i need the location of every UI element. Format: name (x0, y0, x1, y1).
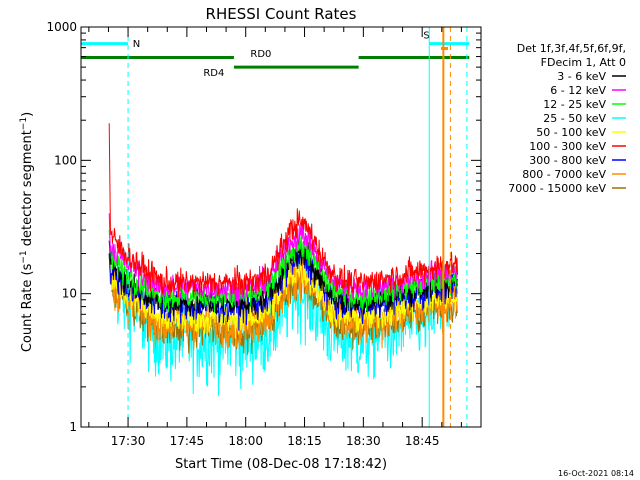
x-tick-label: 17:45 (170, 434, 205, 448)
timestamp: 16-Oct-2021 08:14 (558, 469, 634, 478)
y-axis-label: Count Rate (s−1 detector segment−1) (19, 112, 35, 352)
legend-header-line: Det 1f,3f,4f,5f,6f,9f, (517, 42, 626, 55)
flag-label-rd4: RD4 (203, 68, 224, 79)
flag-label-s: S (423, 30, 429, 41)
x-axis-label: Start Time (08-Dec-08 17:18:42) (175, 457, 387, 472)
x-tick-label: 18:00 (228, 434, 263, 448)
x-tick-label: 17:30 (111, 434, 146, 448)
chart-title: RHESSI Count Rates (206, 5, 357, 23)
tick-layer: 1 10 100 1000 17:30 17:45 18:00 18:15 18:30 18:45 (46, 20, 482, 448)
marker-layer (127, 27, 468, 427)
series-line-yellow (108, 253, 458, 339)
legend-entry-label: 300 - 800 keV (529, 154, 606, 167)
legend-entry-label: 6 - 12 keV (550, 84, 606, 97)
legend-entry-label: 800 - 7000 keV (522, 168, 606, 181)
y-tick-label: 1 (69, 420, 77, 434)
flag-label-rd0: RD0 (250, 49, 271, 60)
legend-entry-label: 50 - 100 keV (536, 126, 606, 139)
legend-entry-label: 25 - 50 keV (543, 112, 606, 125)
plot-frame (80, 26, 482, 428)
legend-header-line: FDecim 1, Att 0 (541, 56, 626, 69)
flag-label-n: N (133, 39, 140, 50)
x-tick-label: 18:15 (287, 434, 322, 448)
y-tick-label: 1000 (46, 20, 77, 34)
series-line-red (108, 123, 458, 298)
y-tick-label: 10 (62, 287, 77, 301)
legend-entry-label: 12 - 25 keV (543, 98, 606, 111)
y-tick-label: 100 (54, 153, 77, 167)
x-tick-label: 18:45 (405, 434, 440, 448)
legend-entry-label: 7000 - 15000 keV (508, 182, 606, 195)
series-layer (108, 123, 458, 396)
legend-entry-label: 100 - 300 keV (529, 140, 606, 153)
x-tick-label: 18:30 (346, 434, 381, 448)
legend-entry-label: 3 - 6 keV (557, 70, 606, 83)
legend: Det 1f,3f,4f,5f,6f,9f,FDecim 1, Att 03 -… (508, 42, 626, 195)
flag-layer: N S RD0 RD4 (81, 30, 470, 79)
